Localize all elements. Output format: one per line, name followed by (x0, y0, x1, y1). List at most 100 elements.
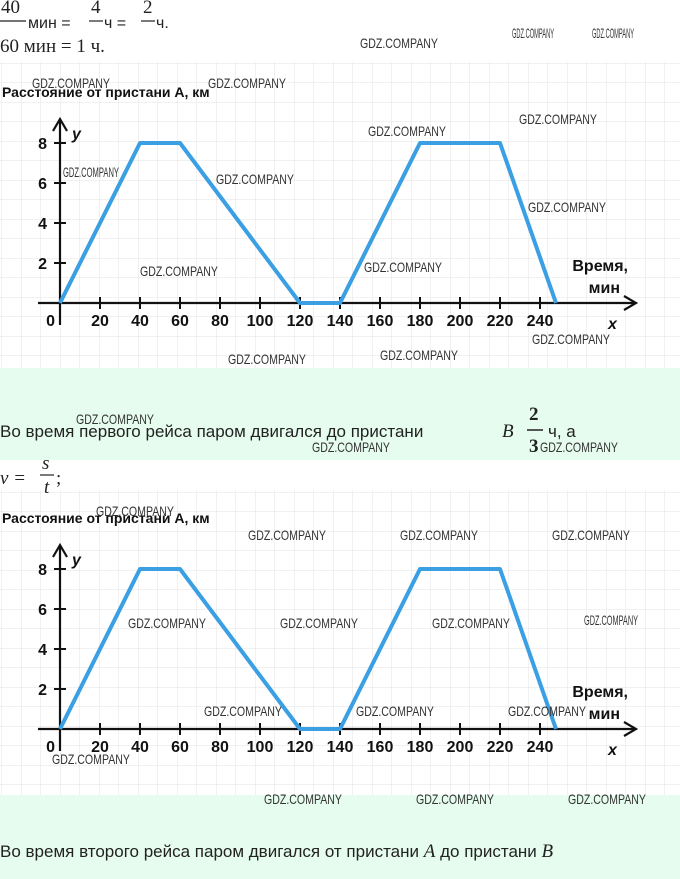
text: мин = (28, 15, 71, 32)
graph-paper (0, 490, 680, 795)
chart-title: Расстояние от пристани A, км (2, 84, 210, 100)
formula: v = (0, 468, 26, 489)
watermark: GDZ.COMPANY (280, 615, 358, 631)
x-tick-label: 220 (487, 739, 514, 756)
x-tick-label: 0 (46, 739, 55, 756)
x-tick-label: 80 (211, 739, 229, 756)
data-line (58, 567, 558, 731)
y-tick-label: 6 (38, 602, 47, 619)
watermark: GDZ.COMPANY (312, 439, 390, 455)
watermark: GDZ.COMPANY (552, 527, 630, 543)
watermark: GDZ.COMPANY (568, 791, 646, 807)
y-tick-label: 4 (38, 216, 47, 233)
watermark: GDZ.COMPANY (416, 791, 494, 807)
x-tick-label: 40 (131, 313, 149, 330)
watermark: GDZ.COMPANY (204, 703, 282, 719)
watermark: GDZ.COMPANY (228, 351, 306, 367)
fraction-num: s (42, 453, 49, 474)
x-tick-label: 200 (447, 739, 474, 756)
x-axis-unit: мин (589, 280, 620, 297)
x-tick-label: 180 (407, 313, 434, 330)
x-tick-label: 180 (407, 739, 434, 756)
variable: B (502, 421, 514, 442)
fraction-num: 2 (529, 404, 539, 425)
watermark: GDZ.COMPANY (52, 751, 130, 767)
y-axis-letter: y (71, 126, 82, 143)
watermark: GDZ.COMPANY (208, 75, 286, 91)
x-tick-label: 120 (287, 739, 314, 756)
x-axis-letter: x (607, 742, 618, 759)
y-tick-label: 6 (38, 176, 47, 193)
y-tick-label: 2 (38, 682, 47, 699)
fraction-num: 2 (143, 0, 153, 18)
text: ; (56, 468, 61, 489)
y-tick-label: 4 (38, 642, 47, 659)
x-tick-label: 20 (91, 739, 109, 756)
x-tick-label: 160 (367, 739, 394, 756)
watermark: GDZ.COMPANY (128, 615, 206, 631)
chart-title: Расстояние от пристани A, км (2, 510, 210, 526)
watermark: GDZ.COMPANY (519, 111, 597, 127)
watermark: GDZ.COMPANY (592, 25, 634, 41)
watermark: GDZ.COMPANY (380, 347, 458, 363)
x-axis-title: Время, (572, 684, 628, 701)
x-tick-label: 120 (287, 313, 314, 330)
y-tick-label: 2 (38, 256, 47, 273)
text: 60 мин = 1 ч. (0, 36, 105, 57)
text: ч = (104, 15, 126, 32)
fraction-num: 40 (1, 0, 20, 18)
watermark: GDZ.COMPANY (508, 703, 586, 719)
watermark: GDZ.COMPANY (96, 503, 174, 519)
x-axis-unit: мин (589, 706, 620, 723)
x-tick-label: 80 (211, 313, 229, 330)
watermark: GDZ.COMPANY (432, 615, 510, 631)
watermark: GDZ.COMPANY (63, 164, 119, 180)
watermark: GDZ.COMPANY (264, 791, 342, 807)
watermark: GDZ.COMPANY (540, 439, 618, 455)
paragraph: Во время первого рейса паром двигался до… (0, 422, 423, 441)
text: до пристани (440, 842, 537, 861)
x-tick-label: 0 (46, 313, 55, 330)
y-tick-label: 8 (38, 562, 47, 579)
text: ч, а (548, 422, 576, 441)
watermark: GDZ.COMPANY (140, 263, 218, 279)
variable: B (542, 841, 554, 862)
watermark: GDZ.COMPANY (584, 612, 638, 628)
watermark: GDZ.COMPANY (532, 331, 610, 347)
data-line (58, 141, 558, 305)
x-tick-label: 240 (527, 739, 554, 756)
x-tick-label: 140 (327, 739, 354, 756)
watermark: GDZ.COMPANY (32, 75, 110, 91)
answer-band (0, 795, 680, 879)
text: Во время второго рейса паром двигался от… (0, 842, 419, 861)
watermark: GDZ.COMPANY (512, 25, 554, 41)
x-axis-title: Время, (572, 258, 628, 275)
y-axis-letter: y (71, 552, 82, 569)
watermark: GDZ.COMPANY (248, 527, 326, 543)
text: ч. (156, 15, 169, 32)
fraction-den: t (44, 477, 50, 498)
watermark: GDZ.COMPANY (216, 171, 294, 187)
x-tick-label: 60 (171, 739, 189, 756)
x-tick-label: 140 (327, 313, 354, 330)
watermark: GDZ.COMPANY (76, 411, 154, 427)
y-tick-label: 8 (38, 136, 47, 153)
variable: A (422, 841, 436, 862)
x-tick-label: 220 (487, 313, 514, 330)
graph-paper (0, 62, 680, 368)
fraction-num: 4 (91, 0, 101, 18)
watermark: GDZ.COMPANY (368, 123, 446, 139)
x-tick-label: 160 (367, 313, 394, 330)
x-tick-label: 240 (527, 313, 554, 330)
watermark: GDZ.COMPANY (356, 703, 434, 719)
fraction-den: 3 (529, 436, 539, 457)
x-tick-label: 200 (447, 313, 474, 330)
watermark: GDZ.COMPANY (360, 35, 438, 51)
x-tick-label: 40 (131, 739, 149, 756)
answer-band (0, 368, 680, 460)
x-tick-label: 100 (247, 313, 274, 330)
x-tick-label: 60 (171, 313, 189, 330)
watermark: GDZ.COMPANY (364, 259, 442, 275)
paragraph: Во время второго рейса паром двигался от… (0, 841, 554, 862)
